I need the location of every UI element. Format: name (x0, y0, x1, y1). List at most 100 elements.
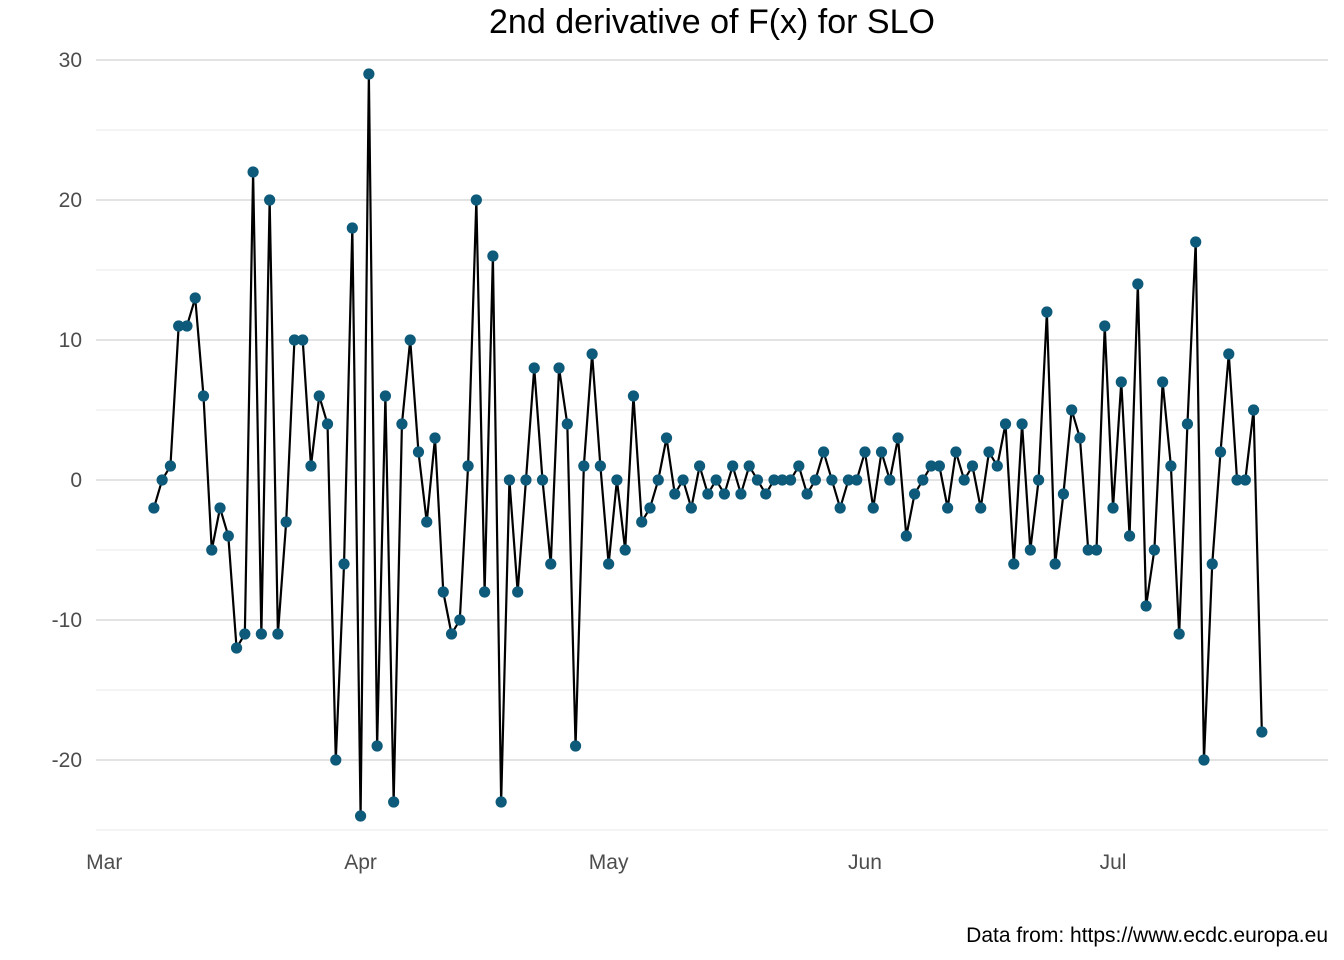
data-point (454, 614, 466, 626)
data-point (197, 390, 210, 402)
data-point (1223, 348, 1235, 360)
data-point (751, 474, 764, 486)
data-point (983, 446, 995, 458)
data-point (280, 516, 292, 528)
data-point (611, 474, 623, 486)
data-point (851, 474, 863, 486)
data-point (694, 460, 706, 472)
data-point (222, 530, 234, 542)
data-point (586, 348, 598, 360)
data-point (578, 460, 590, 472)
y-tick-label: 10 (59, 329, 82, 352)
data-point (429, 432, 441, 444)
data-point (264, 194, 276, 206)
data-point (528, 362, 540, 374)
data-point (603, 558, 615, 570)
data-point (305, 460, 317, 472)
data-point (379, 390, 391, 402)
data-point (1148, 544, 1160, 556)
data-point (247, 166, 259, 178)
data-point (1099, 320, 1111, 332)
data-point (685, 502, 697, 514)
data-point (404, 334, 416, 346)
data-point (354, 810, 367, 822)
data-point (743, 460, 755, 472)
data-point (239, 628, 251, 640)
data-point (669, 488, 681, 500)
data-point (437, 586, 449, 598)
data-point (1049, 558, 1061, 570)
data-point (1214, 446, 1227, 458)
data-point (1140, 600, 1152, 612)
data-point (1132, 278, 1144, 290)
data-point (1190, 236, 1202, 248)
data-point (1123, 530, 1136, 542)
data-point (991, 460, 1003, 472)
data-point (363, 68, 375, 80)
data-point (371, 740, 383, 752)
data-point (999, 418, 1012, 430)
data-point (1181, 418, 1194, 430)
data-point (917, 474, 929, 486)
data-point (503, 474, 516, 486)
data-point (884, 474, 896, 486)
data-point (173, 320, 185, 332)
data-point (826, 474, 838, 486)
data-point (801, 488, 813, 500)
data-point (776, 474, 788, 486)
data-point (288, 334, 301, 346)
data-point (950, 446, 962, 458)
data-point (561, 418, 573, 430)
data-point (396, 418, 408, 430)
data-point (338, 558, 350, 570)
y-tick-label: 0 (70, 469, 82, 492)
data-point (702, 488, 714, 500)
data-point (834, 502, 846, 514)
data-point (636, 516, 648, 528)
data-point (569, 740, 582, 752)
data-point (536, 474, 549, 486)
data-point (1231, 474, 1243, 486)
data-point (421, 516, 433, 528)
data-point (1165, 460, 1177, 472)
data-point (859, 446, 871, 458)
data-point (966, 460, 979, 472)
data-point (760, 488, 772, 500)
chart-title: 2nd derivative of F(x) for SLO (489, 3, 935, 41)
data-point (321, 418, 334, 430)
data-point (975, 502, 987, 514)
data-point (512, 586, 524, 598)
data-point (189, 292, 201, 304)
chart-caption: Data from: https://www.ecdc.europa.eu (966, 924, 1328, 947)
data-point (933, 460, 945, 472)
data-point (594, 460, 606, 472)
y-tick-label: 30 (59, 49, 82, 72)
data-point (1033, 474, 1045, 486)
data-point (479, 586, 491, 598)
data-point (412, 446, 425, 458)
x-axis-tick-labels: Mar Apr May Jun Jul (86, 851, 1126, 874)
data-point (255, 628, 267, 640)
data-point (1041, 306, 1053, 318)
y-tick-label: -20 (52, 749, 82, 772)
data-point (1173, 628, 1185, 640)
data-point (1107, 502, 1119, 514)
data-point (644, 502, 656, 514)
series-line (152, 72, 1263, 818)
data-point (1206, 558, 1218, 570)
data-point (313, 390, 325, 402)
data-point (1115, 376, 1127, 388)
y-tick-label: 20 (59, 189, 82, 212)
data-point (1256, 726, 1268, 738)
data-point (1157, 376, 1169, 388)
data-point (272, 628, 284, 640)
x-tick-label: May (589, 851, 629, 874)
data-point (462, 460, 474, 472)
data-point (677, 474, 689, 486)
data-point (1024, 544, 1036, 556)
x-tick-label: Jun (848, 851, 882, 874)
data-point (867, 502, 879, 514)
data-point (718, 488, 731, 500)
data-point (908, 488, 921, 500)
